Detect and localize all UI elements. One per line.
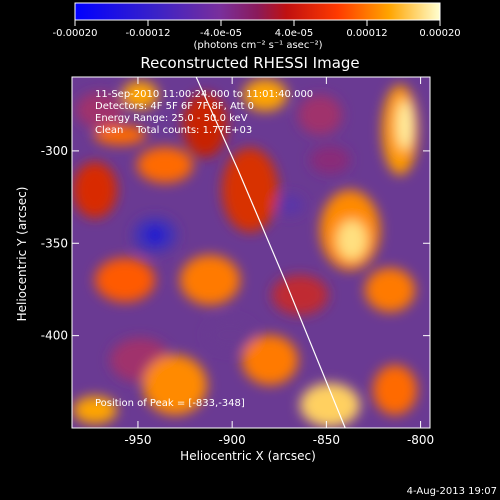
y-axis-ticks: -300 -350 -400 xyxy=(41,144,430,343)
x-axis-label: Heliocentric X (arcsec) xyxy=(180,449,316,463)
annotation-energy: Energy Range: 25.0 - 50.0 keV xyxy=(95,113,248,124)
colorbar-tick-label: 0.00020 xyxy=(419,28,460,39)
peak-position-label: Position of Peak = [-833,-348] xyxy=(95,398,245,409)
x-tick-label: -800 xyxy=(407,433,434,447)
y-tick-label: -350 xyxy=(41,236,68,250)
x-tick-label: -950 xyxy=(124,433,151,447)
footer-date: 4-Aug-2013 19:07 xyxy=(407,486,497,497)
annotation-detectors: Detectors: 4F 5F 6F 7F 8F, Att 0 xyxy=(95,101,254,112)
y-axis-label: Heliocentric Y (arcsec) xyxy=(15,187,29,322)
annotation-time: 11-Sep-2010 11:00:24.000 to 11:01:40.000 xyxy=(95,89,313,100)
chart-title: Reconstructed RHESSI Image xyxy=(140,54,359,72)
annotation-counts: Clean Total counts: 1.77E+03 xyxy=(95,125,252,136)
colorbar-tick-label: 4.0e-05 xyxy=(275,28,313,39)
y-tick-label: -400 xyxy=(41,329,68,343)
x-axis-ticks: -950 -900 -850 -800 xyxy=(124,77,434,447)
colorbar xyxy=(74,2,441,21)
colorbar-tick-label: -4.0e-05 xyxy=(200,28,242,39)
plot-image xyxy=(72,77,430,428)
plot-frame xyxy=(71,76,431,429)
solar-limb-curve xyxy=(195,77,346,428)
colorbar-unit-label: (photons cm⁻² s⁻¹ asec⁻²) xyxy=(193,40,322,51)
colorbar-tick-label: -0.00012 xyxy=(126,28,171,39)
colorbar-ticks: -0.00020 -0.00012 -4.0e-05 4.0e-05 0.00012 0.… xyxy=(53,20,461,39)
y-tick-label: -300 xyxy=(41,144,68,158)
colorbar-tick-label: -0.00020 xyxy=(53,28,98,39)
x-tick-label: -900 xyxy=(219,433,246,447)
x-tick-label: -850 xyxy=(313,433,340,447)
colorbar-tick-label: 0.00012 xyxy=(346,28,387,39)
